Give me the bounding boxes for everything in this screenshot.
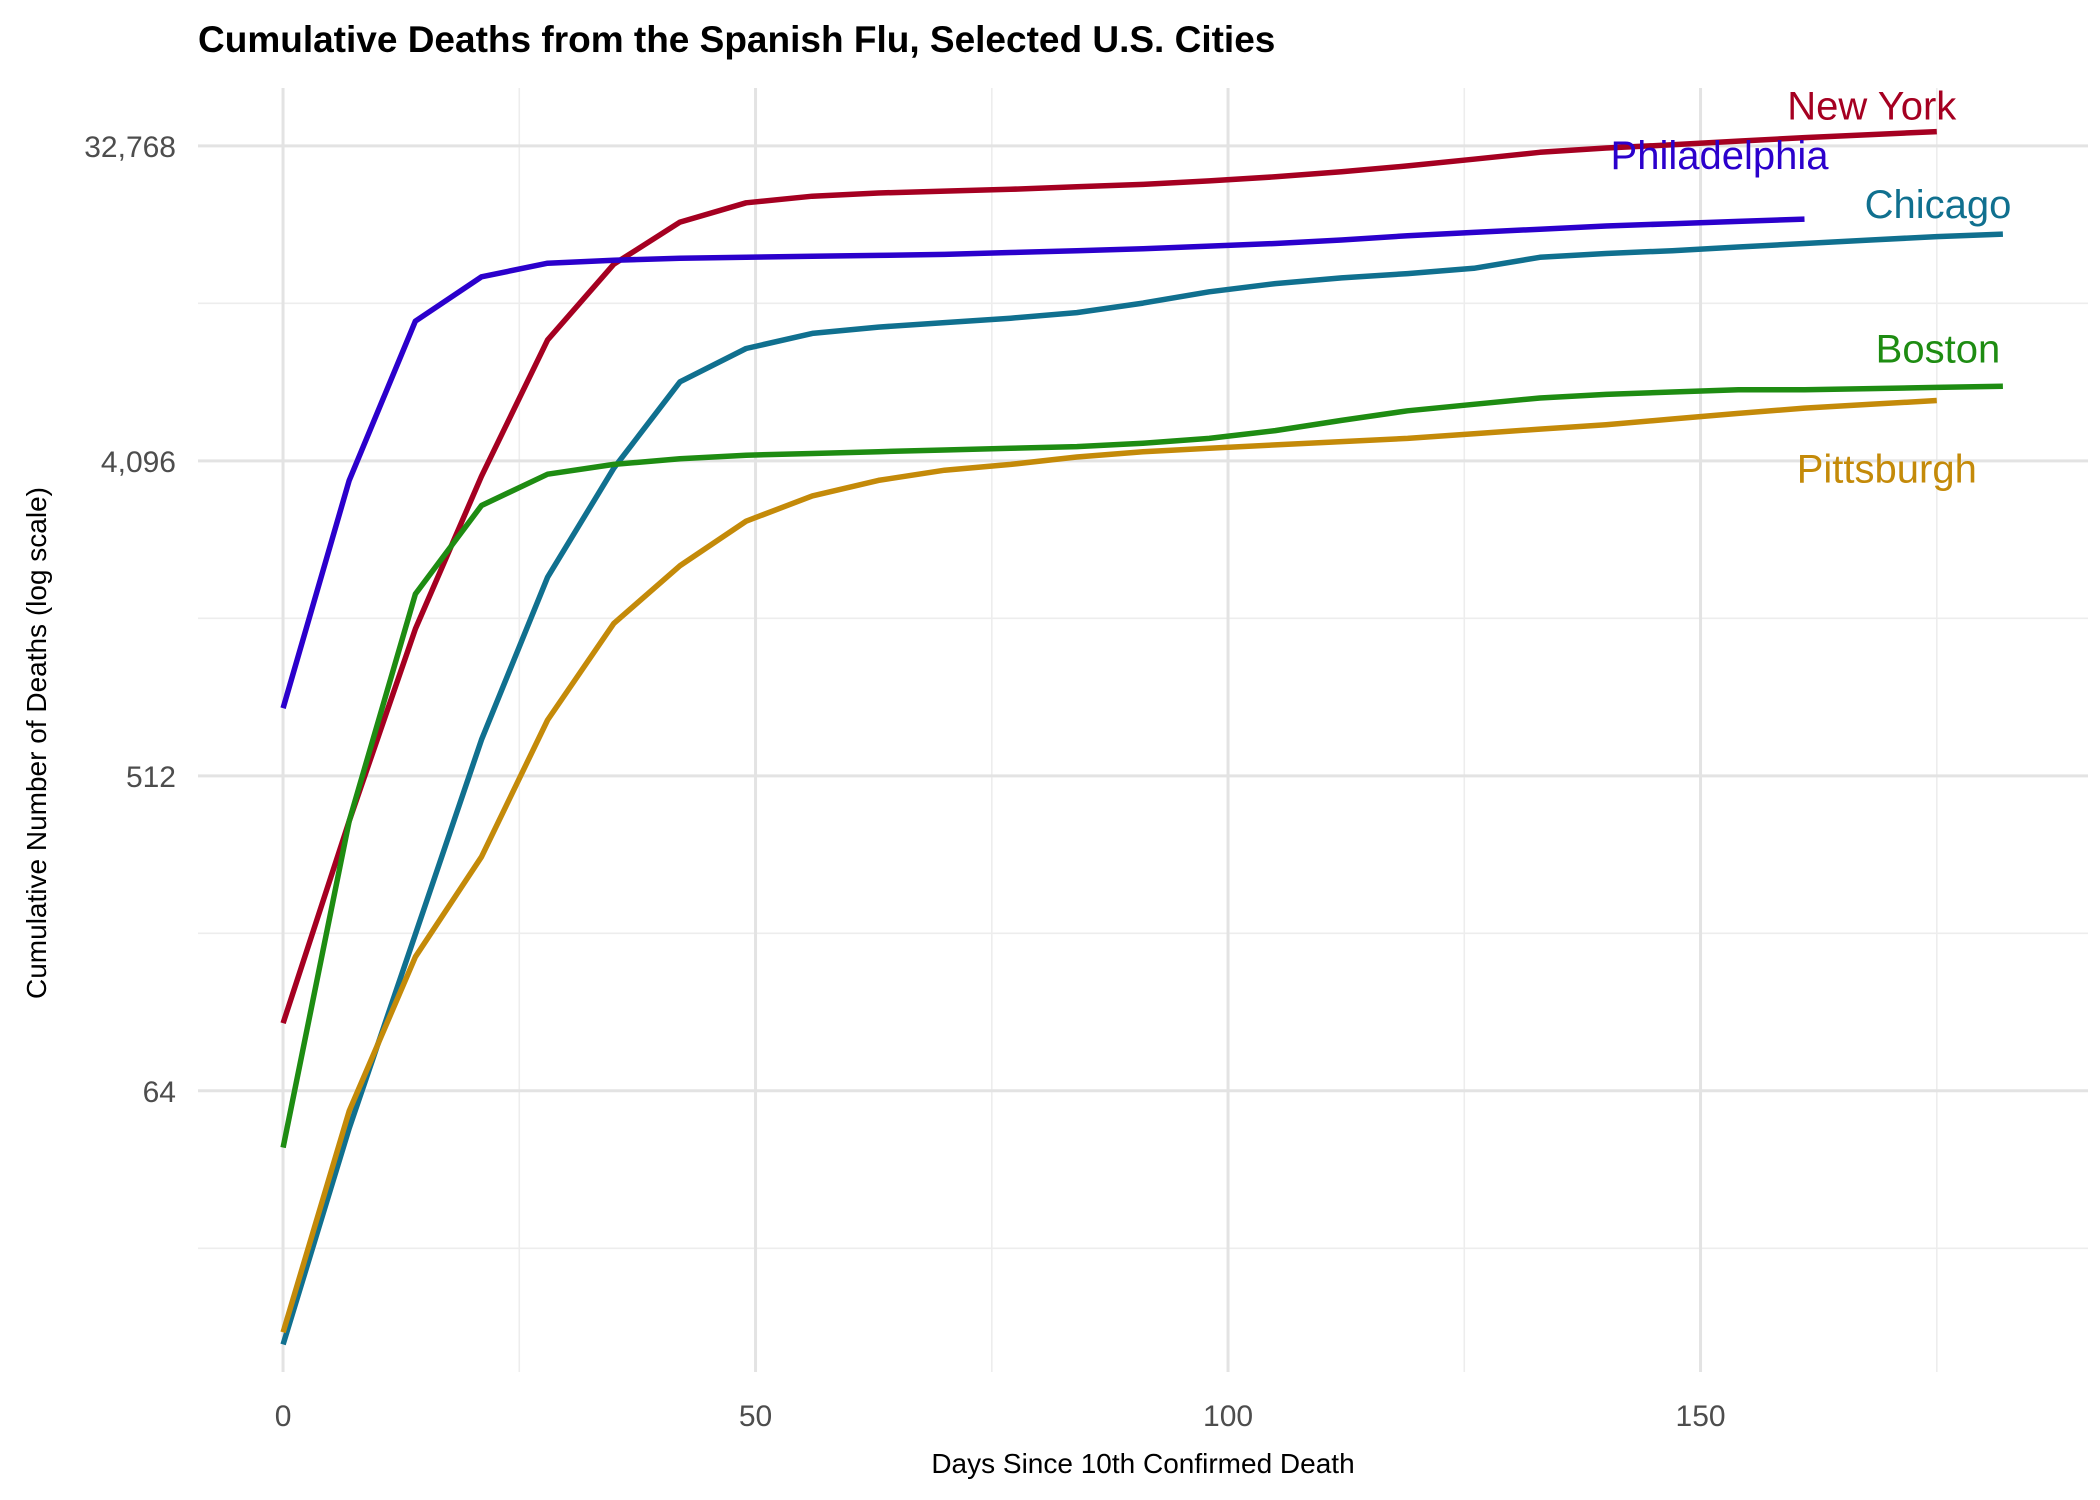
x-axis-ticks: 0 50 100 150 (275, 1400, 1726, 1433)
series-labels: New York Philadelphia Chicago Boston Pittsbu… (1611, 85, 2012, 492)
x-axis-label: Days Since 10th Confirmed Death (931, 1448, 1354, 1479)
y-tick-label: 4,096 (101, 446, 176, 479)
series-line-chicago (280, 231, 2004, 1346)
series-line-new-york (280, 128, 1937, 1025)
series-lines (280, 128, 2004, 1346)
y-axis-ticks: 64 512 4,096 32,768 (84, 131, 176, 1109)
series-label-new-york: New York (1787, 85, 1957, 129)
y-axis-label: Cumulative Number of Deaths (log scale) (21, 487, 52, 999)
series-label-boston: Boston (1876, 327, 2001, 371)
series-line-philadelphia (280, 216, 1805, 709)
series-label-philadelphia: Philadelphia (1611, 134, 1830, 178)
x-tick-label: 100 (1203, 1400, 1253, 1433)
x-tick-label: 0 (275, 1400, 292, 1433)
series-label-chicago: Chicago (1865, 183, 2012, 227)
series-label-pittsburgh: Pittsburgh (1797, 447, 1977, 491)
grid (198, 88, 2088, 1372)
y-tick-label: 64 (143, 1076, 176, 1109)
x-tick-label: 150 (1676, 1400, 1726, 1433)
y-tick-label: 512 (126, 761, 176, 794)
x-tick-label: 50 (739, 1400, 772, 1433)
y-tick-label: 32,768 (84, 131, 176, 164)
series-line-boston (280, 383, 2003, 1149)
chart-title: Cumulative Deaths from the Spanish Flu, … (198, 19, 1275, 60)
series-line-pittsburgh (280, 397, 1937, 1334)
